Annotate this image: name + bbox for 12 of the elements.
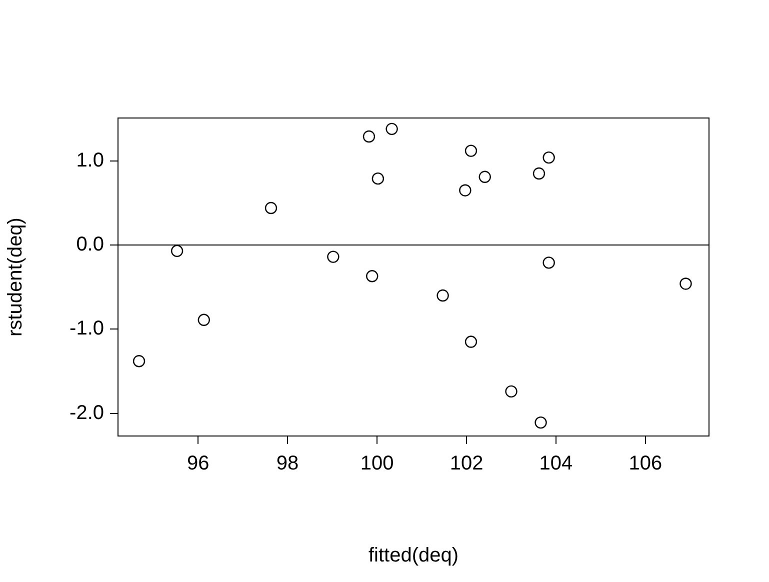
x-axis-title: fitted(deq) [368,544,459,567]
x-tick-label: 98 [276,452,299,475]
x-tick-label: 96 [186,452,210,475]
x-tick-label: 102 [450,452,484,475]
y-tick-label: -2.0 [70,402,104,424]
y-tick-label: -1.0 [70,318,104,340]
y-axis-title: rstudent(deq) [4,218,27,336]
x-tick-label: 104 [539,452,573,475]
x-tick-label: 106 [628,452,662,475]
x-tick-label: 100 [360,452,394,475]
y-tick-label: 1.0 [76,149,104,172]
y-tick-label: 0.0 [76,234,104,256]
